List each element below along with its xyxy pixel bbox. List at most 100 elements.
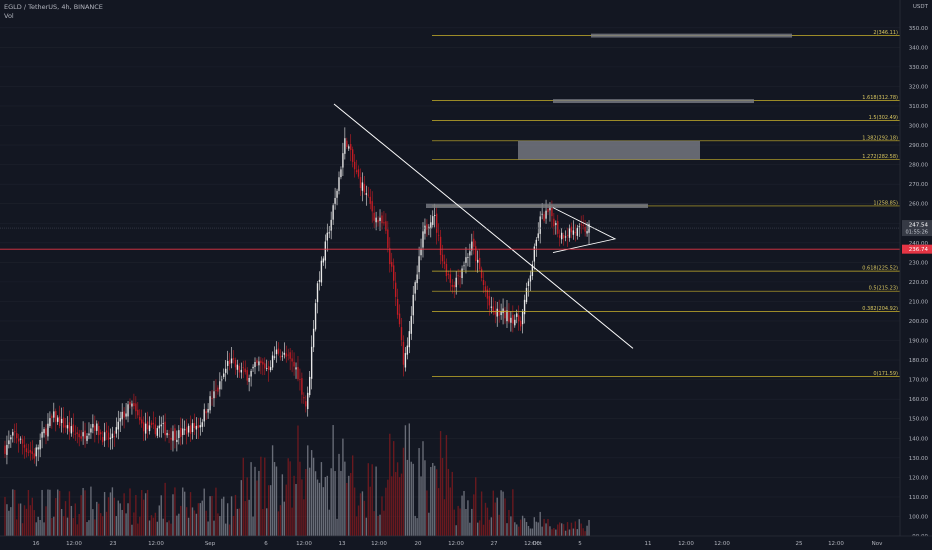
volume-bar	[107, 497, 110, 536]
volume-bar	[324, 477, 327, 536]
volume-bar	[121, 509, 123, 536]
candle-body	[203, 409, 205, 422]
volume-bar	[463, 490, 465, 536]
candle-body	[58, 416, 61, 426]
volume-bar	[84, 490, 86, 536]
candle-body	[543, 214, 545, 221]
candle-body	[379, 217, 381, 221]
volume-bar	[342, 438, 344, 536]
candle-body	[293, 361, 295, 367]
candle-body	[355, 170, 358, 173]
y-tick-label: 300.00	[909, 124, 929, 130]
candle-body	[568, 228, 571, 238]
downtrend-line	[333, 103, 634, 349]
volume-bar	[416, 518, 418, 536]
candle-body	[221, 379, 223, 381]
candle-body	[129, 401, 131, 405]
candle-body	[156, 428, 159, 436]
volume-bar	[365, 517, 368, 536]
candle-body	[144, 423, 147, 434]
candle-body	[393, 265, 395, 281]
volume-bar	[498, 514, 500, 536]
volume-bar	[117, 500, 119, 536]
volume-bar	[240, 480, 243, 536]
y-tick-label: 320.00	[909, 84, 929, 90]
volume-bar	[33, 510, 35, 536]
volume-bar	[219, 516, 221, 536]
candle-body	[297, 367, 299, 380]
candle-body	[383, 222, 385, 224]
candle-body	[121, 411, 123, 420]
candle-body	[98, 426, 100, 436]
volume-bar	[271, 445, 274, 536]
candle-body	[103, 432, 106, 441]
candle-body	[29, 449, 32, 453]
volume-bar	[420, 476, 422, 536]
volume-bar	[168, 520, 170, 536]
candle-body	[185, 427, 188, 435]
candle-body	[230, 358, 233, 364]
candle-body	[197, 425, 200, 428]
candle-body	[309, 376, 311, 396]
fib-level-label: 1.618(312.78)	[862, 95, 898, 101]
candle-body	[303, 397, 305, 399]
candle-body	[424, 225, 426, 234]
candle-body	[55, 411, 57, 422]
candle-body	[137, 409, 139, 416]
candle-body	[422, 231, 424, 248]
volume-bar	[314, 471, 317, 536]
candle-body	[158, 425, 160, 429]
candle-body	[301, 378, 303, 395]
volume-bar	[336, 518, 338, 536]
candle-body	[183, 429, 186, 431]
volume-bar	[473, 494, 475, 536]
candle-body	[117, 421, 119, 430]
candle-body	[371, 201, 373, 212]
volume-bar	[35, 522, 37, 536]
candle-body	[232, 358, 235, 360]
candle-body	[535, 239, 537, 246]
volume-bar	[76, 524, 78, 536]
volume-bar	[269, 485, 272, 536]
volume-bar	[400, 473, 403, 536]
volume-bar	[572, 528, 575, 536]
fib-level-label: 0.5(215.23)	[869, 286, 898, 292]
volume-bar	[373, 511, 375, 536]
volume-bar	[139, 516, 141, 536]
candle-body	[387, 229, 389, 248]
volume-bar	[98, 503, 100, 536]
y-tick-label: 240.00	[909, 241, 929, 247]
candle-body	[389, 248, 391, 265]
candle-body	[482, 279, 485, 286]
candle-body	[10, 437, 12, 440]
y-tick-label: 290.00	[909, 143, 929, 149]
candle-body	[324, 241, 327, 261]
candle-body	[160, 424, 162, 427]
volume-bar	[457, 505, 459, 536]
candle-body	[445, 263, 448, 277]
x-tick-label: 12:00	[66, 541, 82, 547]
volume-bar	[486, 507, 489, 536]
volume-bar	[461, 495, 463, 536]
volume-bar	[393, 441, 395, 536]
candle-body	[377, 219, 379, 223]
candle-body	[242, 367, 244, 369]
candle-body	[404, 353, 407, 368]
candle-body	[461, 268, 463, 279]
volume-bar	[180, 505, 182, 536]
y-tick-label: 150.00	[909, 417, 929, 423]
candle-body	[135, 403, 137, 412]
candle-body	[80, 436, 82, 439]
volume-bar	[244, 501, 246, 536]
candle-body	[289, 352, 291, 359]
candle-body	[320, 260, 323, 283]
candle-body	[17, 438, 20, 442]
volume-bar	[406, 459, 409, 536]
x-tick-label: 12:00	[371, 541, 387, 547]
candle-body	[68, 422, 71, 432]
volume-bar	[88, 520, 90, 536]
candle-body	[8, 440, 10, 445]
candle-body	[236, 364, 239, 370]
volume-bar	[142, 499, 145, 536]
